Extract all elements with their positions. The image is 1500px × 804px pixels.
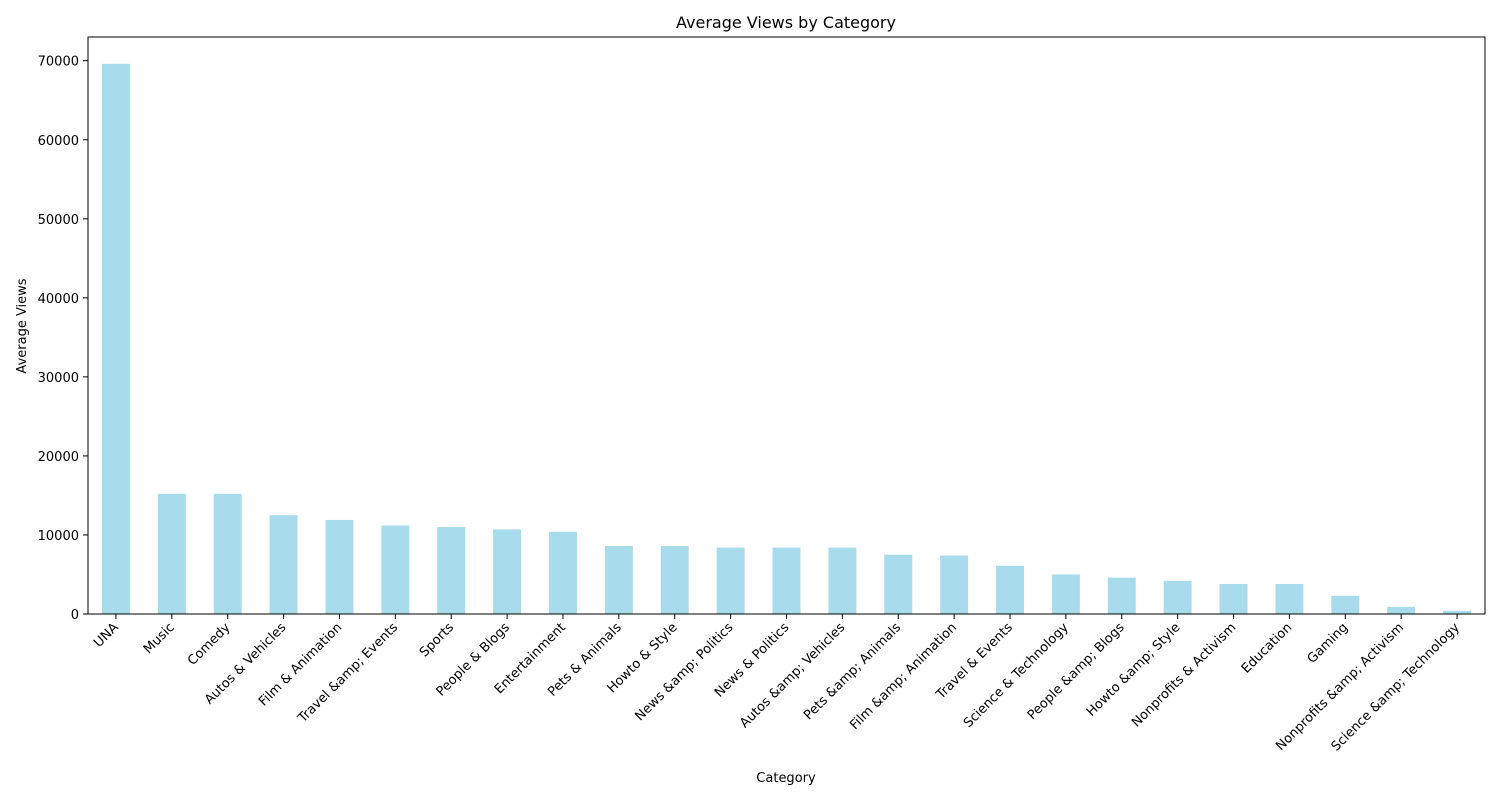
y-tick-label: 40000 [38,292,79,307]
bar [1163,580,1192,614]
bar [1387,606,1416,614]
x-tick-label: Sports [417,620,457,660]
bar [101,63,130,615]
x-tick-label: Education [1239,620,1295,676]
x-tick-label: Howto &amp; Style [1084,620,1184,720]
x-tick-label: UNA [91,620,122,651]
bar [1107,577,1136,614]
y-tick-label: 0 [71,608,79,623]
bar [716,547,745,614]
y-tick-label: 60000 [38,134,79,149]
x-tick-label: Music [141,620,178,657]
y-axis-ticks: 0 10000 20000 30000 40000 50000 60000 70000 [38,55,88,623]
bar [437,527,466,614]
bar [549,531,577,614]
bar [381,525,410,614]
plot-area-frame [87,36,1486,615]
x-tick-label: Nonprofits & Activism [1129,620,1239,730]
bar [157,493,186,614]
y-axis-label: Average Views [15,278,30,373]
y-tick-label: 20000 [38,450,79,465]
bar [1219,583,1248,614]
x-tick-label: Science & Technology [961,620,1072,731]
x-tick-label: Comedy [185,620,234,669]
x-tick-label: News &amp; Politics [633,620,737,724]
bar [660,546,689,614]
y-tick-label: 30000 [38,371,79,386]
x-tick-label: People &amp; Blogs [1025,620,1128,723]
bar [1443,610,1472,614]
bar [996,565,1024,614]
x-tick-label: Travel &amp; Events [295,620,401,726]
x-axis-label: Category [756,771,816,786]
y-tick-label: 50000 [38,213,79,228]
x-tick-label: Autos &amp; Vehicles [737,620,848,731]
bar [325,519,354,614]
bar [604,546,633,614]
x-tick-label: Pets &amp; Animals [801,620,904,723]
bars [101,63,1472,615]
bar [493,529,522,614]
x-tick-label: Gaming [1305,620,1352,667]
bar [828,547,857,614]
bar [1331,595,1360,614]
chart-title: Average Views by Category [676,13,896,32]
bar [1275,583,1304,614]
y-tick-label: 70000 [38,55,79,70]
bar [1051,574,1080,614]
bar [772,547,801,614]
bar [213,493,242,614]
bar [940,555,969,614]
bar [269,515,298,614]
x-tick-label: Film &amp; Animation [847,620,960,733]
y-tick-label: 10000 [38,529,79,544]
bar [884,554,913,614]
